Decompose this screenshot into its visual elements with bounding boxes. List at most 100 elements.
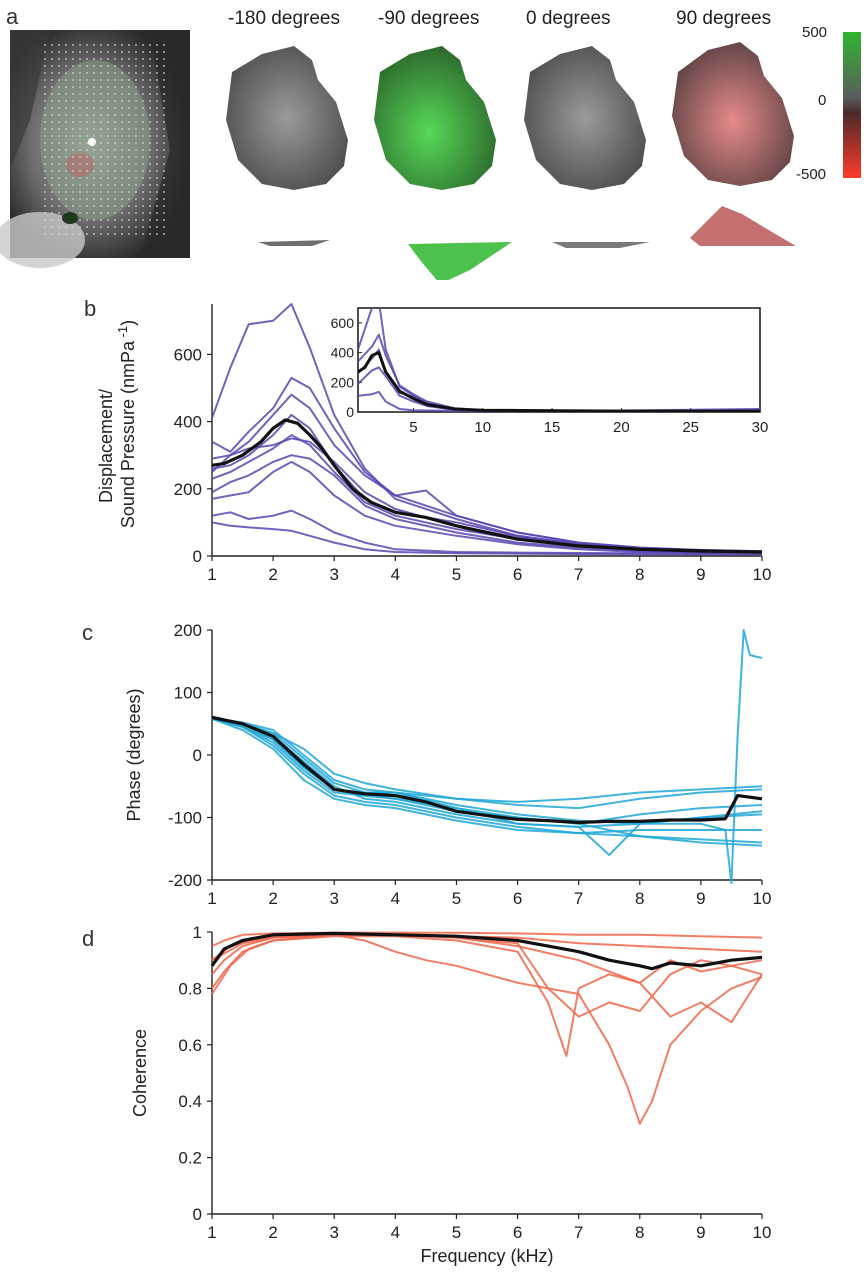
y-tick-label-c: 0 [193,746,202,765]
x-tick-label-c: 9 [696,889,705,908]
y-axis-label-b-line1: Displacement/ [96,389,116,503]
series-line-b-8 [211,460,763,554]
angle-title-90: 90 degrees [676,8,772,29]
y-tick-label-d: 0.2 [178,1149,202,1168]
y-axis-label-c: Phase (degrees) [124,688,144,821]
x-tick-label-b: 9 [696,565,705,584]
x-tick-label-d: 5 [452,1223,461,1242]
panel-label-b: b [84,296,97,321]
x-tick-label-c: 6 [513,889,522,908]
series-line-c-9 [211,716,763,847]
y-tick-label-b: 600 [174,345,202,364]
x-tick-label-b: 4 [391,565,400,584]
inset-x-tick-label: 10 [474,419,491,436]
y-axis-label-b-line2: Sound Pressure (nmPa -1) [115,320,138,528]
map-minus-180 [226,46,348,190]
x-tick-label-d: 9 [696,1223,705,1242]
x-tick-label-b: 5 [452,565,461,584]
angle-title-minus-90: -90 degrees [378,8,480,29]
panel-label-c: c [82,620,93,645]
x-tick-label-c: 2 [268,889,277,908]
x-tick-label-b: 2 [268,565,277,584]
series-line-d-1 [211,931,763,948]
inset-x-tick-label: 25 [682,419,699,436]
y-tick-label-b: 400 [174,413,202,432]
mean-line-c [211,715,763,825]
x-tick-label-b: 7 [574,565,583,584]
series-line-c-7 [211,716,763,856]
y-tick-label-c: -200 [168,871,202,890]
inset-x-tick-label: 5 [409,419,417,436]
y-tick-label-d: 1 [193,923,202,942]
inset-series-group [358,308,760,412]
series-line-c-5 [211,716,762,835]
angle-title-0: 0 degrees [526,8,611,29]
y-tick-label-d: 0 [193,1205,202,1224]
y-tick-label-d: 0.4 [178,1092,202,1111]
x-tick-label-b: 3 [329,565,338,584]
panel-label-a: a [6,4,19,29]
y-axis-label-d: Coherence [130,1029,150,1117]
x-tick-label-d: 10 [753,1223,772,1242]
chart-c: 1 2 3 4 5 6 7 8 9 10 -200 -100 0 100 200 Phase (degrees… [124,621,771,908]
y-tick-label-b: 0 [193,547,202,566]
x-tick-label-b: 6 [513,565,522,584]
x-tick-label-d: 6 [513,1223,522,1242]
x-tick-label-d: 4 [391,1223,400,1242]
eardrum-photo [0,30,190,268]
series-line-d-6 [211,933,763,1024]
y-tick-label-d: 0.6 [178,1036,202,1055]
x-tick-label-c: 1 [207,889,216,908]
y-axis-label-b-superscript: -1 [115,326,130,341]
profile-90 [690,206,796,246]
y-tick-label-c: -100 [168,809,202,828]
profile-minus-90 [408,242,512,280]
x-tick-label-d: 7 [574,1223,583,1242]
x-tick-label-b: 1 [207,565,216,584]
colorbar-tick-500: 500 [802,24,828,41]
x-tick-label-c: 5 [452,889,461,908]
y-tick-label-c: 200 [174,621,202,640]
angle-title-minus-180: -180 degrees [228,8,340,29]
inset-x-tick-label: 15 [544,419,561,436]
colorbar [843,32,861,178]
series-line-b-10 [211,521,762,556]
x-tick-label-c: 3 [329,889,338,908]
y-tick-label-b: 200 [174,480,202,499]
colorbar-tick-0: 0 [818,92,827,109]
x-tick-label-c: 8 [635,889,644,908]
mean-line-b [211,418,763,554]
inset-mean-line [358,351,760,412]
series-line-b-7 [211,454,763,554]
x-tick-label-c: 7 [574,889,583,908]
x-tick-label-d: 8 [635,1223,644,1242]
chart-b-inset: 5 10 15 20 25 30 0 200 400 600 [331,307,769,436]
inset-y-tick-label: 600 [331,315,355,331]
profile-0 [552,242,650,248]
series-line-b-3 [211,393,763,553]
map-0 [524,46,646,190]
inset-frame [357,307,761,413]
x-tick-label-d: 1 [207,1223,216,1242]
chart-d: 1 2 3 4 5 6 7 8 9 10 0 0.2 0.4 0.6 0.8 1 Coherence Freque… [130,923,771,1266]
x-tick-label-b: 8 [635,565,644,584]
series-line-b-6 [211,434,763,554]
inset-x-tick-label: 20 [613,419,630,436]
map-90 [672,42,794,186]
x-tick-label-c: 4 [391,889,400,908]
profile-minus-180 [258,240,330,246]
inset-y-tick-label: 0 [346,404,354,420]
inset-x-tick-label: 30 [752,419,769,436]
map-minus-90 [374,46,496,190]
colorbar-tick-minus-500: -500 [796,166,827,183]
y-tick-label-d: 0.8 [178,979,202,998]
mean-line-d [210,931,763,971]
x-axis-label-d: Frequency (kHz) [420,1246,553,1266]
y-axis-label-b-paren: ) [118,320,138,326]
inset-y-tick-label: 400 [331,345,355,361]
chart-b: 1 2 3 4 5 6 7 8 9 100200400600Displacement/Sound … [96,303,771,584]
inset-y-tick-label: 200 [331,374,355,390]
series-line-c-8 [211,629,763,885]
series-group-d [211,931,763,1125]
